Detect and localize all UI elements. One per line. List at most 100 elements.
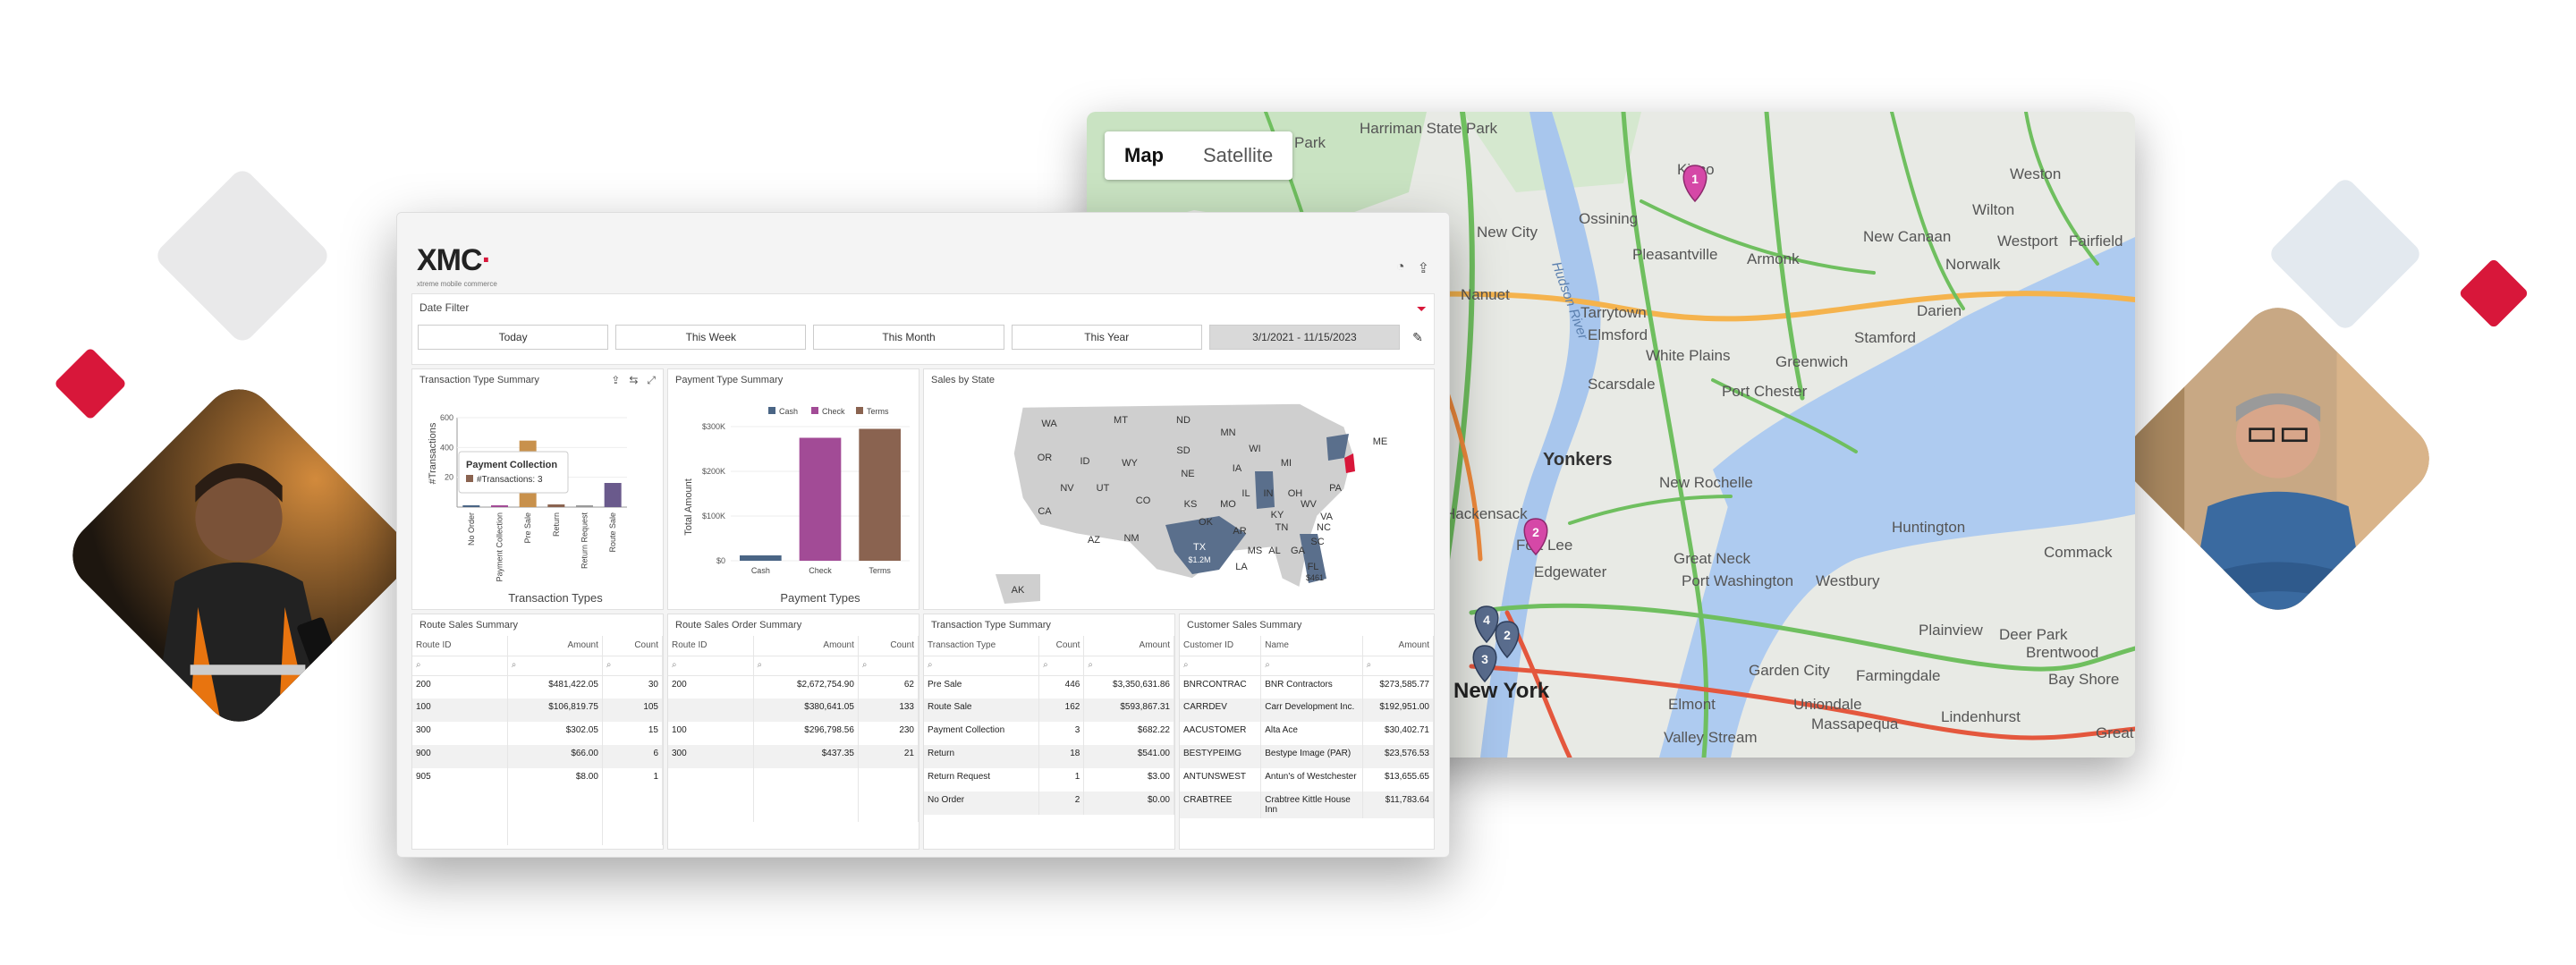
expand-icon[interactable]: ⤢ xyxy=(647,374,656,386)
place-label: Plainview xyxy=(1919,622,1984,639)
place-label: Port Washington xyxy=(1682,572,1793,589)
sales-by-state-panel: Sales by State WA MT ND MN OR ID SD WI xyxy=(923,368,1435,610)
column-header[interactable]: Count xyxy=(858,636,919,656)
place-label: Commack xyxy=(2044,544,2113,561)
y-tick-label: 600 xyxy=(440,413,453,422)
y-axis-label: #Transactions xyxy=(428,422,438,484)
map-pin[interactable]: 2 xyxy=(1495,621,1520,659)
svg-text:2: 2 xyxy=(1504,628,1511,642)
column-header[interactable]: Amount xyxy=(507,636,603,656)
share-icon[interactable]: ⇪ xyxy=(1417,261,1429,276)
map-tab[interactable]: Map xyxy=(1124,144,1164,166)
bar[interactable] xyxy=(576,505,593,507)
search-icon[interactable]: ⌕ xyxy=(602,656,664,676)
place-label: Wilton xyxy=(1972,201,2014,218)
search-icon[interactable]: ⌕ xyxy=(1180,656,1262,676)
bar[interactable] xyxy=(547,504,565,507)
search-icon[interactable]: ⌕ xyxy=(412,656,508,676)
search-icon[interactable]: ⌕ xyxy=(858,656,919,676)
column-header[interactable]: Route ID xyxy=(668,636,754,656)
panel-title: Route Sales Summary xyxy=(419,620,519,631)
state-label: ME xyxy=(1373,436,1388,447)
this-week-button[interactable]: This Week xyxy=(615,325,807,350)
state-label: OK xyxy=(1199,517,1214,528)
search-icon[interactable]: ⌕ xyxy=(1260,656,1363,676)
state-label: MO xyxy=(1220,499,1236,510)
map-pin[interactable]: 2 xyxy=(1523,518,1548,556)
panel-title: Payment Type Summary xyxy=(675,375,784,385)
state-label: LA xyxy=(1235,562,1248,572)
search-icon[interactable]: ⌕ xyxy=(1362,656,1435,676)
route-sales-order-table: Route ID Amount Count ⌕ ⌕ ⌕ 200 $2,672,754.90… xyxy=(668,636,919,822)
search-icon[interactable]: ⌕ xyxy=(924,656,1040,676)
dashboard-header: XMC· xtreme mobile commerce ◔ ⇪ xyxy=(397,213,1449,292)
state-label: AZ xyxy=(1088,535,1100,546)
table-row: BESTYPEIMG Bestype Image (PAR) $23,576.53 xyxy=(1180,745,1435,768)
y-tick-label: $300K xyxy=(702,422,725,431)
payment-type-chart-panel: Payment Type Summary Cash Check Terms To… xyxy=(667,368,919,610)
svg-text:1: 1 xyxy=(1691,172,1699,186)
table-row: 900 $66.00 6 xyxy=(412,745,664,768)
date-buttons: Today This Week This Month This Year 3/1… xyxy=(418,325,1428,350)
transaction-type-chart-panel: Transaction Type Summary ⇪ ⇆ ⤢ #Transact… xyxy=(411,368,664,610)
state-label: NM xyxy=(1123,533,1139,544)
state-label: PA xyxy=(1329,483,1343,494)
filter-clear-icon[interactable]: ⏷ xyxy=(1416,301,1427,316)
search-icon[interactable]: ⌕ xyxy=(1083,656,1174,676)
bar[interactable] xyxy=(462,505,480,507)
map-pin[interactable]: 4 xyxy=(1474,605,1499,644)
place-label: Garden City xyxy=(1749,662,1830,679)
column-header[interactable]: Amount xyxy=(1362,636,1435,656)
column-header[interactable]: Count xyxy=(1038,636,1085,656)
state-label: MN xyxy=(1220,427,1235,438)
this-year-button[interactable]: This Year xyxy=(1011,325,1202,350)
column-header[interactable]: Amount xyxy=(1083,636,1174,656)
map-pin[interactable]: 3 xyxy=(1472,645,1497,683)
us-sales-map[interactable]: WA MT ND MN OR ID SD WI ME WY MI NE IA N… xyxy=(924,391,1436,611)
transaction-type-table-panel: Transaction Type Summary Transaction Typ… xyxy=(923,614,1175,850)
column-header[interactable]: Name xyxy=(1260,636,1363,656)
today-button[interactable]: Today xyxy=(418,325,609,350)
panel-title: Transaction Type Summary xyxy=(931,620,1051,631)
state-label: WA xyxy=(1041,419,1057,429)
search-icon[interactable]: ⌕ xyxy=(668,656,754,676)
palette-icon[interactable]: ◔ xyxy=(1395,259,1405,275)
place-label: Hackensack xyxy=(1445,505,1528,522)
pencil-icon[interactable]: ✎ xyxy=(1412,329,1423,344)
state-label: VA xyxy=(1320,512,1334,522)
map-pin[interactable]: 1 xyxy=(1682,165,1707,203)
state-label: AK xyxy=(1012,585,1025,596)
search-icon[interactable]: ⌕ xyxy=(1038,656,1085,676)
switch-view-icon[interactable]: ⇆ xyxy=(629,374,639,386)
x-tick-label: Return xyxy=(552,512,561,537)
place-label: Massapequa xyxy=(1811,715,1899,732)
map-type-toggle[interactable]: Map Satellite xyxy=(1105,131,1293,180)
column-header[interactable]: Route ID xyxy=(412,636,508,656)
bar[interactable] xyxy=(799,437,842,562)
column-header[interactable]: Customer ID xyxy=(1180,636,1262,656)
place-label: Ossining xyxy=(1579,210,1638,227)
export-icon[interactable]: ⇪ xyxy=(611,374,621,386)
payment-type-chart[interactable]: Cash Check Terms Total Amount Payment Ty… xyxy=(668,391,920,611)
transaction-type-chart[interactable]: #Transactions Transaction Types 600 400 20… xyxy=(412,391,665,611)
column-header[interactable]: Count xyxy=(602,636,664,656)
date-range-button[interactable]: 3/1/2021 - 11/15/2023 xyxy=(1208,325,1401,350)
search-icon[interactable]: ⌕ xyxy=(507,656,603,676)
state-label: NC xyxy=(1317,522,1331,533)
place-label: Port Chester xyxy=(1722,383,1808,400)
state-label: AR xyxy=(1233,526,1246,537)
column-header[interactable]: Amount xyxy=(753,636,859,656)
bar[interactable] xyxy=(491,505,508,507)
date-filter-title: Date Filter xyxy=(419,301,470,314)
bar[interactable] xyxy=(604,483,622,507)
place-label: Elmsford xyxy=(1588,326,1648,343)
x-tick-label: Route Sale xyxy=(608,512,617,553)
satellite-tab[interactable]: Satellite xyxy=(1203,144,1274,166)
bar[interactable] xyxy=(740,555,782,561)
search-icon[interactable]: ⌕ xyxy=(753,656,859,676)
state-label: IL xyxy=(1241,488,1250,499)
bar[interactable] xyxy=(859,428,901,562)
state-label: GA xyxy=(1291,546,1306,556)
column-header[interactable]: Transaction Type xyxy=(924,636,1040,656)
this-month-button[interactable]: This Month xyxy=(813,325,1004,350)
